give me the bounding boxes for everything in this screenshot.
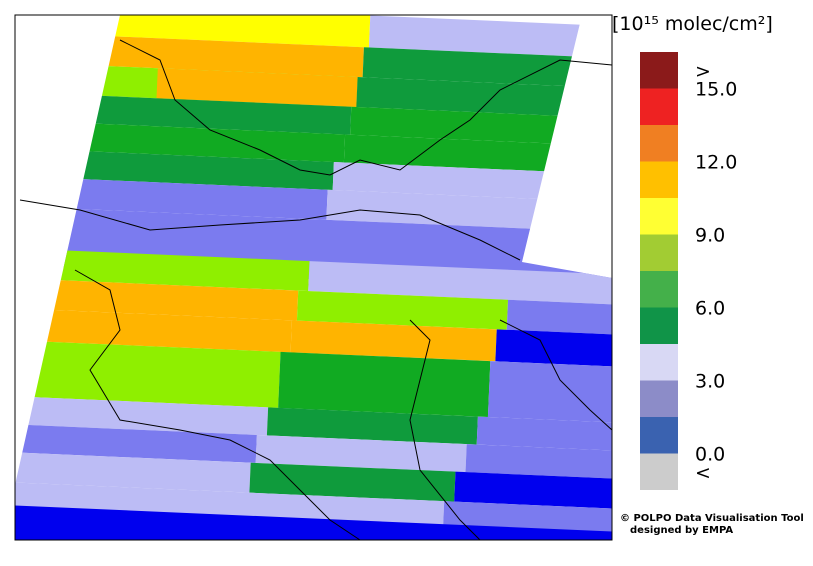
colorbar-swatch bbox=[640, 161, 678, 198]
map-frame bbox=[14, 14, 613, 541]
colorbar-swatch bbox=[640, 417, 678, 454]
colorbar-swatch bbox=[640, 453, 678, 490]
colorbar-label: < bbox=[695, 462, 711, 484]
colorbar-swatch bbox=[640, 307, 678, 344]
colorbar: [10¹⁵ molec/cm²] >15.0 12.0 9.0 6.0 3.0 0.0< bbox=[612, 13, 773, 490]
colorbar-label: 12.0 bbox=[695, 152, 737, 174]
colorbar-swatch bbox=[640, 380, 678, 417]
colorbar-label: 15.0 bbox=[695, 79, 737, 101]
colorbar-label: 9.0 bbox=[695, 225, 725, 247]
colorbar-swatch bbox=[640, 125, 678, 162]
credit-line: © POLPO Data Visualisation Tool bbox=[620, 513, 804, 524]
colorbar-swatch bbox=[640, 52, 678, 89]
colorbar-swatch bbox=[640, 271, 678, 308]
colorbar-label: 3.0 bbox=[695, 371, 725, 393]
credit-line: designed by EMPA bbox=[630, 525, 733, 536]
colorbar-swatch bbox=[640, 234, 678, 271]
colorbar-title: [10¹⁵ molec/cm²] bbox=[612, 13, 773, 35]
colorbar-label: 6.0 bbox=[695, 298, 725, 320]
colorbar-swatch bbox=[640, 198, 678, 235]
colorbar-swatch bbox=[640, 88, 678, 125]
borders bbox=[19, 39, 613, 541]
colorbar-label: 0.0 bbox=[695, 444, 725, 466]
colorbar-swatch bbox=[640, 344, 678, 381]
colorbar-label: > bbox=[695, 60, 711, 82]
